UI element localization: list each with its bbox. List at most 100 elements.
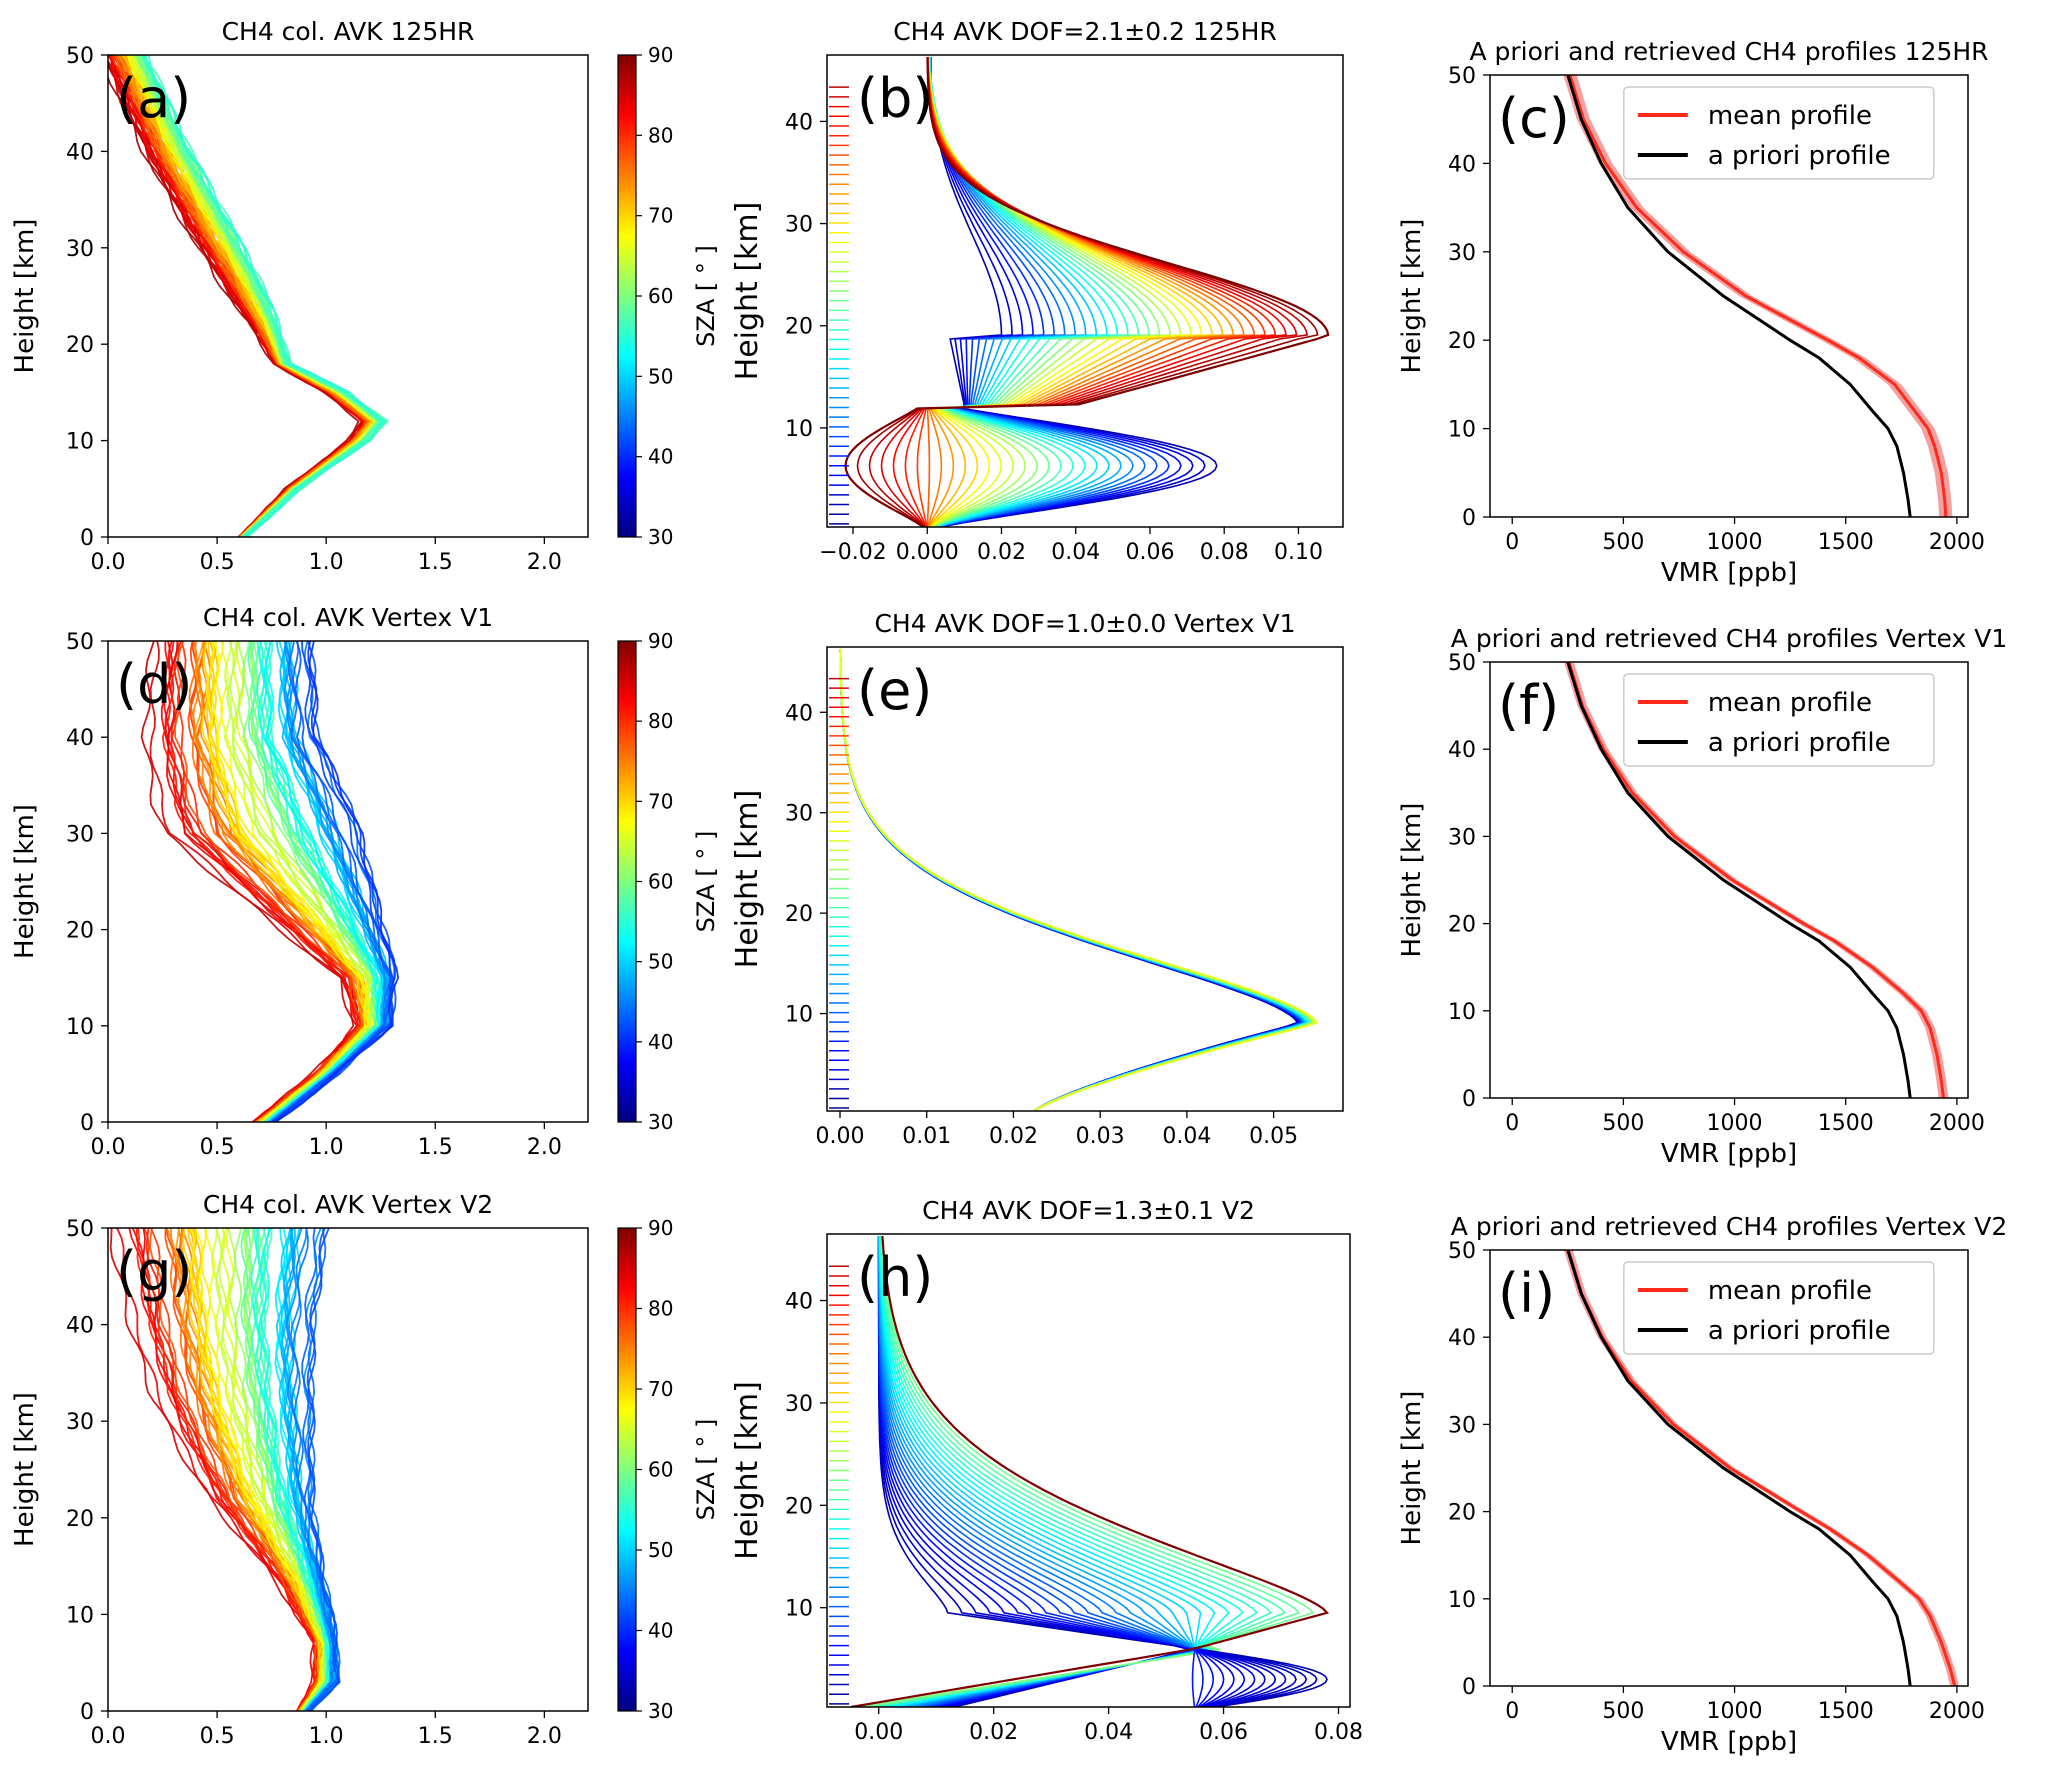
mean-profile-line <box>1567 662 1945 1098</box>
plot-area-g <box>109 1228 341 1711</box>
kernel-row-lower <box>1191 1648 1196 1707</box>
y-tick-label: 0 <box>80 1111 94 1136</box>
colorbar-label: SZA [ ° ] <box>692 245 720 347</box>
y-tick-label: 20 <box>66 333 94 358</box>
x-tick-label: 1.0 <box>309 550 344 575</box>
kernel-row <box>929 57 1170 527</box>
kernel-row-lower <box>1194 1647 1246 1707</box>
y-tick-label: 30 <box>1448 825 1476 850</box>
x-tick-label: 2.0 <box>527 550 562 575</box>
panel-a: 0.0 0.5 1.0 1.5 2.0 0 10 20 30 40 50 CH4 col. AVK 1… <box>10 17 720 575</box>
y-axis-label: Height [km] <box>10 804 40 959</box>
y-tick-label: 40 <box>785 110 813 135</box>
kernel-row-lower <box>1194 1647 1235 1707</box>
y-tick-label: 20 <box>66 919 94 944</box>
x-tick-label: 0.08 <box>1200 540 1249 565</box>
kernel-envelope <box>844 57 1330 527</box>
x-tick-label: 0.06 <box>1199 1720 1248 1745</box>
y-axis-label: Height [km] <box>1397 1391 1427 1546</box>
kernel-row-lower <box>1194 1647 1266 1707</box>
panel-title: CH4 AVK DOF=2.1±0.2 125HR <box>893 17 1277 46</box>
y-tick-label: 30 <box>66 822 94 847</box>
y-tick-label: 40 <box>1448 1326 1476 1351</box>
y-tick-label: 10 <box>1448 1588 1476 1613</box>
x-tick-label: 1.0 <box>309 1724 344 1749</box>
x-tick-label: 1000 <box>1707 530 1763 555</box>
colorbar-tick-label: 90 <box>648 629 673 653</box>
avk-curve <box>192 1228 326 1711</box>
x-tick-label: 1.5 <box>418 550 453 575</box>
colorbar-tick-label: 50 <box>648 1538 673 1562</box>
x-tick-label: 1000 <box>1707 1699 1763 1724</box>
x-tick-label: 1.5 <box>418 1135 453 1160</box>
avk-curve <box>144 55 385 537</box>
x-tick-label: 0.0 <box>91 550 126 575</box>
axes-frame <box>826 54 1344 528</box>
y-tick-label: 0 <box>1462 1675 1476 1700</box>
plot-area-e <box>829 648 1319 1111</box>
x-tick-label: 1500 <box>1818 1111 1874 1136</box>
legend: mean profile a priori profile <box>1623 673 1935 767</box>
x-tick-label: 1500 <box>1818 1699 1874 1724</box>
y-tick-label: 10 <box>1448 418 1476 443</box>
panel-d: 0.0 0.5 1.0 1.5 2.0 0 10 20 30 40 50 CH4 col. AVK V… <box>10 603 720 1160</box>
colorbar-gradient <box>617 54 637 538</box>
legend-mean-label: mean profile <box>1708 1276 1872 1306</box>
avk-curve <box>160 641 362 1122</box>
apriori-profile-line <box>1566 1250 1912 1686</box>
legend-box <box>1623 1261 1935 1355</box>
kernel-row-lower <box>1194 1648 1204 1707</box>
y-tick-label: 10 <box>785 417 813 442</box>
panel-title: A priori and retrieved CH4 profiles 125H… <box>1469 37 1988 66</box>
kernel-row-lower <box>1194 1647 1256 1707</box>
avk-curve <box>307 1228 340 1711</box>
y-tick-label: 50 <box>66 1217 94 1242</box>
y-tick-label: 20 <box>785 1494 813 1519</box>
axes-frame <box>107 1227 589 1712</box>
kernel-row <box>927 57 1214 527</box>
avk-curve <box>227 1228 331 1711</box>
x-tick-label: 2000 <box>1929 530 1985 555</box>
y-axis-label: Height [km] <box>1397 219 1427 374</box>
colorbar: 30 40 50 60 70 80 90 SZA [ ° ] <box>617 1216 720 1723</box>
kernel-row <box>904 57 1277 527</box>
panel-h: 0.00 0.02 0.04 0.06 0.08 10 20 30 40 CH4 AVK DOF=… <box>730 1196 1363 1745</box>
avk-curve <box>192 641 370 1122</box>
colorbar-tick-label: 30 <box>648 1699 673 1723</box>
y-axis-label: Height [km] <box>1397 803 1427 958</box>
plot-area-i <box>1563 1250 1960 1686</box>
colorbar-gradient <box>617 1227 637 1712</box>
x-tick-label: 0.04 <box>1051 540 1100 565</box>
kernel-row <box>929 57 1146 527</box>
legend-mean-label: mean profile <box>1708 101 1872 131</box>
kernel-row <box>861 1235 1315 1707</box>
x-tick-label: 0.000 <box>896 540 959 565</box>
y-tick-label: 40 <box>1448 738 1476 763</box>
panel-title: CH4 AVK DOF=1.0±0.0 Vertex V1 <box>874 609 1295 638</box>
x-tick-label: 1500 <box>1818 530 1874 555</box>
avk-curve <box>289 1228 339 1711</box>
x-tick-label: 0.00 <box>854 1720 903 1745</box>
colorbar-tick-label: 50 <box>648 950 673 974</box>
x-axis-label: VMR [ppb] <box>1661 1139 1797 1169</box>
y-tick-label: 40 <box>66 140 94 165</box>
x-tick-label: 0 <box>1505 1699 1519 1724</box>
panel-title: A priori and retrieved CH4 profiles Vert… <box>1451 624 2007 653</box>
y-tick-label: 0 <box>1462 506 1476 531</box>
axes-frame <box>1489 74 1969 518</box>
mean-profile-line <box>1568 75 1948 517</box>
colorbar-tick-label: 30 <box>648 525 673 549</box>
y-tick-label: 10 <box>785 1003 813 1028</box>
x-tick-label: 0.05 <box>1249 1124 1298 1149</box>
y-tick-label: 0 <box>1462 1087 1476 1112</box>
x-tick-label: 0.5 <box>200 1724 235 1749</box>
y-tick-label: 20 <box>785 902 813 927</box>
kernel-row <box>879 1236 1230 1707</box>
x-tick-label: −0.02 <box>819 540 886 565</box>
x-tick-label: 0.5 <box>200 1135 235 1160</box>
y-tick-label: 10 <box>1448 1000 1476 1025</box>
panel-letter: (c) <box>1498 87 1570 150</box>
y-axis-label: Height [km] <box>730 1381 765 1560</box>
